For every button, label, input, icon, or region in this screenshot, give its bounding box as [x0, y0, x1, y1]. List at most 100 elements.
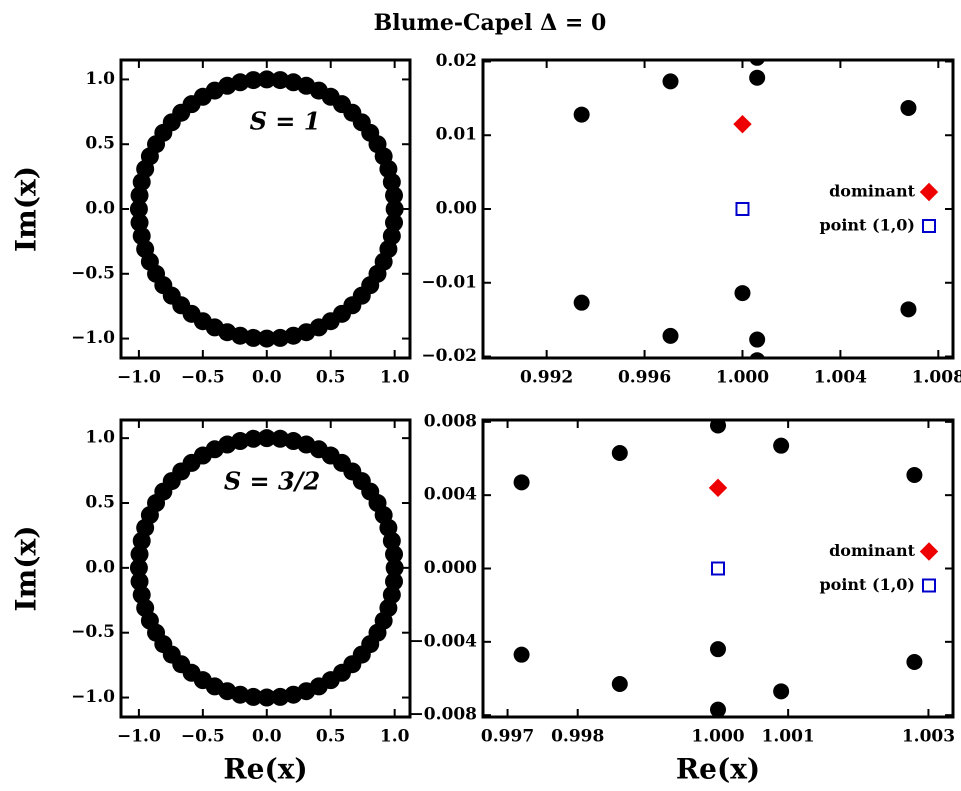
- circle-marker: [900, 301, 917, 318]
- y-axis-label: Im(x): [10, 166, 43, 252]
- subplot: −1.0 −0.5 0.0 0.5 1.0 −1.0 −0.5 0.0 0.5 1.0 S = 3/…: [10, 418, 412, 786]
- axes-frame: [119, 418, 412, 719]
- x-tick-label: 1.008: [912, 368, 961, 388]
- y-tick-label: −0.008: [410, 705, 477, 725]
- y-tick-label: 0.02: [436, 51, 477, 71]
- circle-marker: [513, 646, 530, 663]
- circle-marker: [662, 327, 679, 344]
- legend-marker: [922, 219, 936, 233]
- figure-title: Blume-Capel Δ = 0: [374, 10, 607, 36]
- y-tick-label: 1.0: [85, 69, 115, 89]
- circle-marker: [257, 70, 276, 89]
- data-layer: [513, 420, 923, 717]
- circle-marker: [244, 328, 263, 347]
- y-tick-label: −1.0: [71, 328, 115, 348]
- circle-marker: [573, 106, 590, 123]
- circle-marker: [130, 545, 149, 564]
- y-tick-label: 0.008: [424, 411, 477, 431]
- y-tick-label: 0.00: [436, 199, 478, 219]
- x-tick-label: 1.004: [814, 368, 867, 388]
- diamond-marker: [733, 114, 752, 134]
- circle-marker: [382, 226, 401, 245]
- circle-marker: [773, 437, 790, 454]
- circle-marker: [385, 213, 404, 232]
- y-tick-label: 0.5: [85, 493, 115, 513]
- circle-marker: [130, 186, 149, 205]
- y-tick-label: −1.0: [71, 687, 115, 707]
- x-tick-label: 1.001: [762, 727, 815, 747]
- circle-marker: [271, 429, 290, 448]
- annotation: S = 3/2: [224, 467, 320, 496]
- x-tick-label: −0.5: [181, 368, 225, 388]
- x-tick-label: 1.000: [691, 727, 744, 747]
- circle-marker: [257, 429, 276, 448]
- y-tick-label: −0.02: [421, 346, 477, 366]
- circle-marker: [382, 585, 401, 604]
- circle-marker: [906, 654, 923, 670]
- circle-marker: [662, 73, 679, 90]
- legend-marker: [919, 542, 939, 561]
- legend-label: dominant: [829, 541, 916, 560]
- circle-marker: [244, 687, 263, 706]
- y-tick-label: 0.004: [424, 485, 477, 505]
- subplot: 0.992 0.996 1.000 1.004 1.008 −0.02 −0.01 0.00 0…: [421, 51, 961, 388]
- circle-marker: [710, 641, 726, 658]
- circle-marker: [130, 213, 149, 232]
- subplot: 0.997 0.998 1.000 1.001 1.003 −0.008 −0.004 0.0…: [410, 411, 956, 785]
- circle-marker: [132, 173, 151, 192]
- circle-marker: [900, 99, 917, 116]
- x-tick-label: 0.5: [316, 727, 346, 747]
- circle-marker: [130, 572, 149, 591]
- circle-marker: [271, 71, 290, 90]
- axes-frame: [481, 58, 955, 360]
- y-tick-label: 0.01: [436, 125, 477, 145]
- circle-marker: [129, 558, 148, 577]
- data-layer: [573, 60, 917, 358]
- circle-marker: [129, 200, 148, 218]
- x-tick-label: 0.0: [252, 727, 282, 747]
- legend-label: point (1,0): [819, 216, 915, 235]
- axes-frame: [119, 58, 412, 360]
- data-layer: [129, 70, 404, 348]
- y-tick-label: −0.5: [71, 263, 115, 283]
- legend-label: dominant: [829, 182, 916, 201]
- y-tick-label: 0.000: [424, 558, 477, 578]
- data-layer: [129, 429, 404, 707]
- square-marker: [711, 561, 725, 576]
- x-tick-label: −0.5: [181, 727, 225, 747]
- circle-marker: [611, 676, 628, 692]
- x-tick-label: 1.000: [716, 368, 769, 388]
- circle-marker: [611, 445, 628, 461]
- circle-marker: [385, 572, 404, 591]
- x-axis-label: Re(x): [223, 753, 307, 786]
- circle-marker: [749, 331, 766, 348]
- x-axis-label: Re(x): [676, 753, 760, 786]
- circle-marker: [257, 329, 276, 348]
- annotation: S = 1: [250, 107, 321, 136]
- x-tick-label: 0.996: [618, 368, 671, 388]
- x-tick-label: 1.003: [902, 727, 955, 747]
- x-tick-label: 0.992: [520, 368, 573, 388]
- legend-marker: [922, 578, 936, 593]
- legend-marker: [919, 182, 939, 202]
- y-tick-label: −0.5: [71, 622, 115, 642]
- x-tick-label: 0.0: [252, 368, 282, 388]
- x-tick-label: 1.0: [380, 727, 410, 747]
- square-marker: [735, 202, 750, 216]
- circle-marker: [749, 352, 765, 358]
- circle-marker: [773, 683, 790, 700]
- circle-marker: [573, 294, 590, 311]
- y-tick-label: 1.0: [85, 428, 115, 448]
- circle-marker: [385, 545, 404, 564]
- circle-marker: [132, 531, 151, 550]
- circle-marker: [385, 186, 404, 205]
- y-tick-label: −0.01: [421, 272, 477, 292]
- x-tick-label: 1.0: [380, 368, 410, 388]
- circle-marker: [385, 200, 404, 218]
- y-tick-label: 0.0: [85, 557, 115, 577]
- y-tick-label: −0.004: [410, 631, 478, 651]
- circle-marker: [749, 60, 765, 66]
- x-tick-label: 0.998: [551, 727, 604, 747]
- circle-marker: [385, 558, 404, 577]
